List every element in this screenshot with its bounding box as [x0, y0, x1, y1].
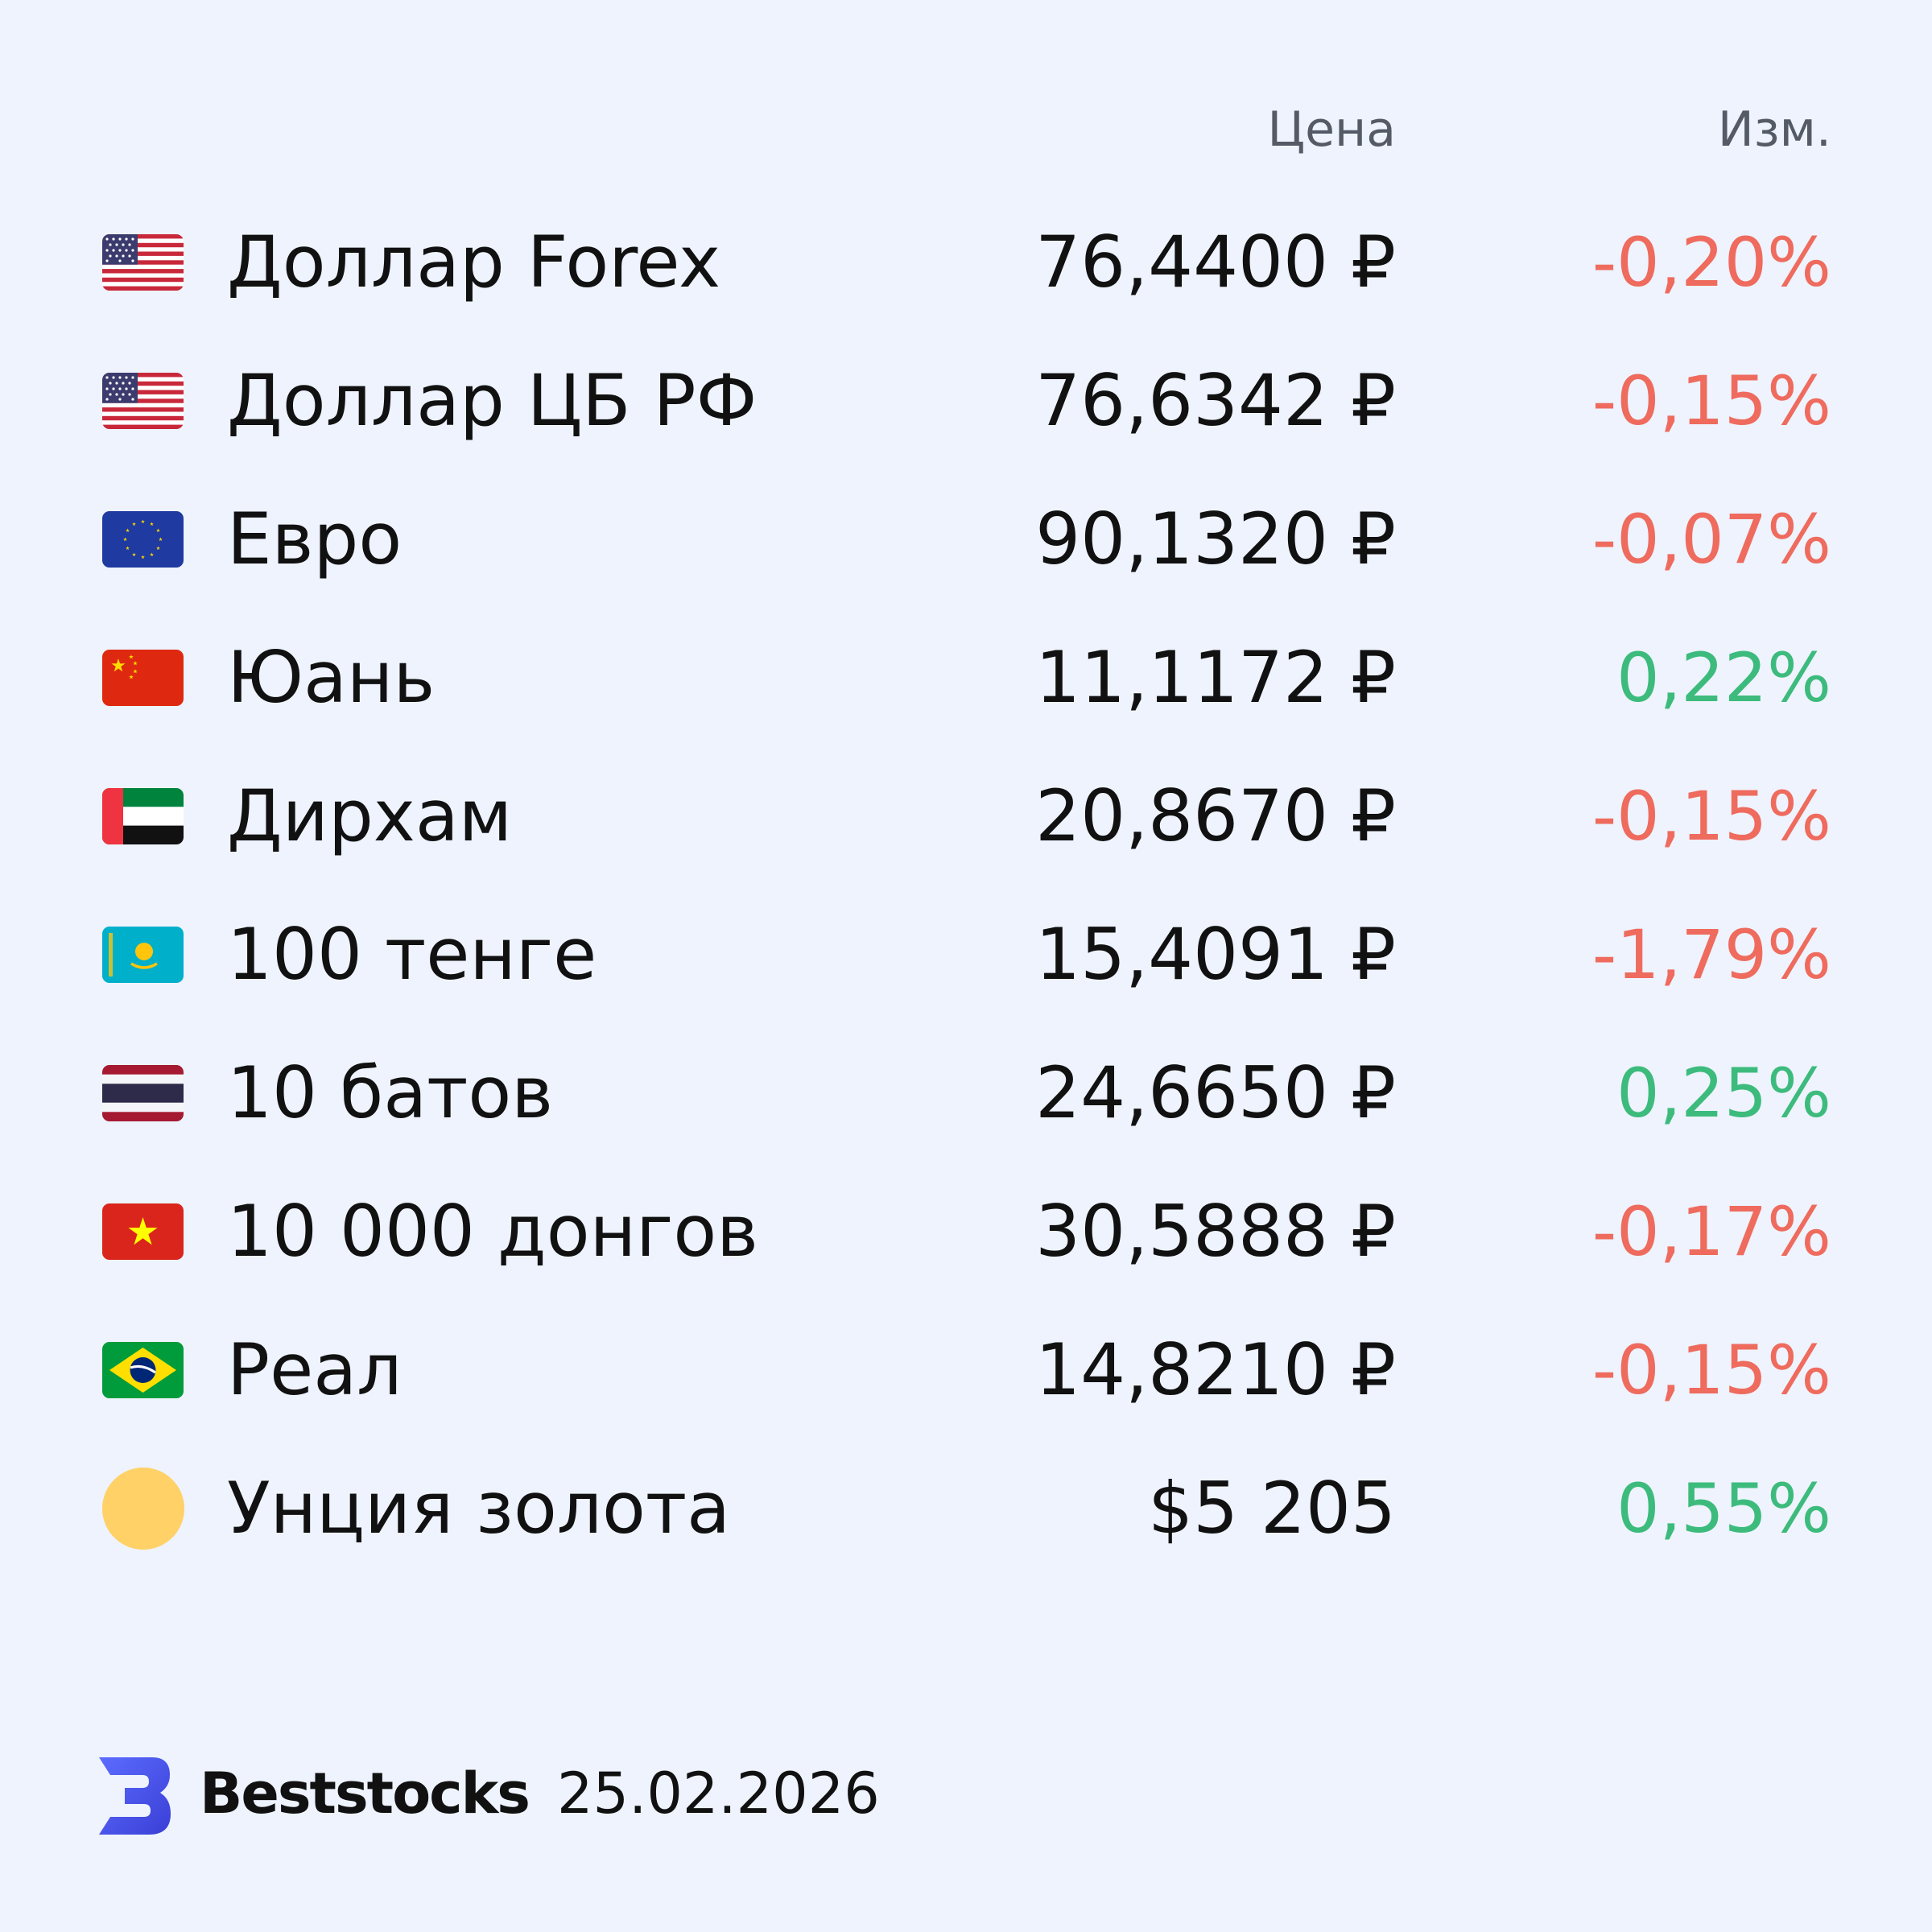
price: $5 205: [1148, 1467, 1396, 1550]
logo: [99, 1757, 171, 1835]
change: 0,55%: [1616, 1469, 1831, 1548]
price: 14,8210 ₽: [1035, 1328, 1396, 1411]
flag-cn: [102, 650, 184, 706]
change: -0,17%: [1591, 1192, 1831, 1271]
change: -0,15%: [1591, 777, 1831, 856]
currency-name: 10 батов: [227, 1051, 554, 1134]
price: 76,4400 ₽: [1035, 221, 1396, 303]
flag-ae: [102, 788, 184, 844]
currency-name: Дирхам: [227, 774, 513, 857]
price: 76,6342 ₽: [1035, 359, 1396, 442]
currency-name: 100 тенге: [227, 913, 597, 996]
change: -0,15%: [1591, 361, 1831, 440]
change-header: Изм.: [1717, 101, 1831, 158]
flag-kz: [102, 927, 184, 983]
currency-name: 10 000 донгов: [227, 1190, 759, 1273]
change: -0,15%: [1591, 1331, 1831, 1410]
currency-name: Доллар Forex: [227, 221, 721, 303]
currency-name: Евро: [227, 497, 402, 580]
change: -0,07%: [1591, 500, 1831, 579]
flag-us: [102, 234, 184, 291]
flag-br: [102, 1342, 184, 1398]
change: -0,20%: [1591, 223, 1831, 302]
price: 20,8670 ₽: [1035, 774, 1396, 857]
flag-us: [102, 373, 184, 429]
change: -1,79%: [1591, 915, 1831, 994]
currency-name: Доллар ЦБ РФ: [227, 359, 758, 442]
price: 11,1172 ₽: [1035, 636, 1396, 719]
price: 90,1320 ₽: [1035, 497, 1396, 580]
brand: Beststocks: [200, 1761, 530, 1827]
price: 15,4091 ₽: [1035, 913, 1396, 996]
flag-eu: [102, 511, 184, 568]
date: 25.02.2026: [557, 1761, 880, 1827]
flag-vn: [102, 1203, 184, 1260]
currency-name: Юань: [227, 636, 436, 719]
currency-name: Унция золота: [227, 1467, 731, 1550]
price: 30,5888 ₽: [1035, 1190, 1396, 1273]
flag-th: [102, 1065, 184, 1121]
price-header: Цена: [1267, 101, 1397, 158]
gold-icon: [102, 1468, 184, 1550]
price: 24,6650 ₽: [1035, 1051, 1396, 1134]
change: 0,25%: [1616, 1054, 1831, 1133]
currency-name: Реал: [227, 1328, 402, 1411]
change: 0,22%: [1616, 638, 1831, 717]
